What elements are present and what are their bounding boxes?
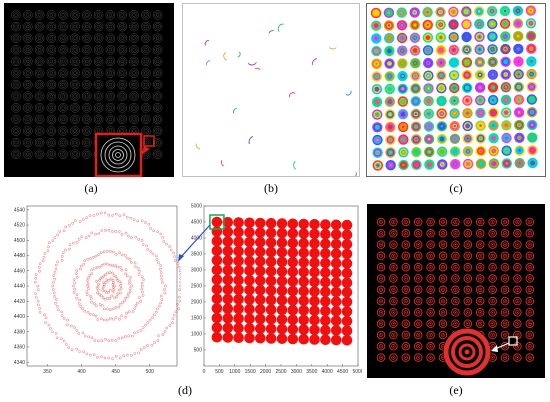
- y-tick-label: 4500: [14, 238, 25, 244]
- source-marker-box: [508, 336, 518, 346]
- y-tick-label: 4380: [14, 329, 25, 335]
- y-tick-label: 1000: [191, 332, 202, 338]
- red-ring-target-grid: [376, 217, 535, 362]
- x-tick-label: 1500: [245, 369, 256, 375]
- red-dot-grid: [211, 216, 353, 346]
- x-tick-label: 350: [43, 369, 52, 375]
- x-tick-label: 4500: [337, 369, 348, 375]
- x-tick-label: 500: [215, 369, 224, 375]
- x-tick-label: 3000: [291, 369, 302, 375]
- x-tick-label: 400: [77, 369, 86, 375]
- x-tick-label: 2500: [275, 369, 286, 375]
- white-arrow-icon: [491, 342, 510, 352]
- x-tick-label: 4000: [322, 369, 333, 375]
- y-tick-label: 4000: [191, 236, 202, 242]
- y-tick-label: 5000: [191, 204, 202, 210]
- y-tick-label: 4400: [14, 314, 25, 320]
- y-tick-label: 2000: [191, 300, 202, 306]
- blue-arrow-icon: [178, 224, 211, 262]
- panel-b-canvas: [195, 23, 357, 176]
- panel-a-canvas: [4, 3, 174, 177]
- y-tick-label: 4500: [191, 220, 202, 226]
- zoom-inset: [443, 328, 491, 376]
- x-tick-label: 0: [203, 369, 206, 375]
- selected-dot-marker: [209, 214, 225, 230]
- plot-area: [26, 205, 178, 367]
- caption-c: (c): [449, 181, 463, 195]
- panel-e-canvas: [367, 204, 545, 378]
- panel-e-image: [367, 204, 545, 378]
- x-tick-label: 5000: [352, 369, 362, 375]
- y-tick-label: 1500: [191, 316, 202, 322]
- y-tick-label: 3000: [191, 268, 202, 274]
- ring-target-grid: [11, 10, 163, 159]
- y-tick-label: 4420: [14, 299, 25, 305]
- y-tick-label: 4360: [14, 345, 25, 351]
- y-tick-label: 4480: [14, 253, 25, 259]
- x-tick-label: 2000: [260, 369, 271, 375]
- panel-c-image: [366, 3, 546, 177]
- caption-e: (e): [449, 383, 463, 397]
- y-tick-label: 4460: [14, 268, 25, 274]
- red-triangle-pointer-icon: [141, 146, 150, 155]
- caption-a: (a): [84, 181, 98, 195]
- panel-a-image: [4, 3, 174, 177]
- arc-fragments: [195, 23, 357, 176]
- y-tick-label: 500: [194, 348, 203, 354]
- caption-b: (b): [264, 181, 278, 195]
- panel-d-right-canvas: 0 500 1000 1500 2000 2500 3000 3500 4000 4500 5000…: [178, 204, 362, 375]
- y-tick-label: 4520: [14, 223, 25, 229]
- panel-d-left-plot: 350 400 450 500 4540 4520 4500 4480 4460 4440 4420…: [3, 200, 181, 380]
- panel-c-canvas: [370, 5, 538, 171]
- zoom-inset: [94, 132, 143, 177]
- x-tick-label: 500: [146, 369, 155, 375]
- y-tick-label: 4440: [14, 284, 25, 290]
- x-tick-label: 450: [111, 369, 120, 375]
- y-tick-label: 4540: [14, 208, 25, 214]
- x-tick-label: 1000: [229, 369, 240, 375]
- y-tick-label: 3500: [191, 252, 202, 258]
- x-tick-label: 3500: [306, 369, 317, 375]
- y-tick-label: 2500: [191, 284, 202, 290]
- panel-b-image: [182, 3, 360, 177]
- panel-d-left-canvas: 350 400 450 500 4540 4520 4500 4480 4460 4440 4420…: [14, 205, 181, 375]
- ring-point-markers: [34, 211, 181, 360]
- y-tick-label: 4340: [14, 360, 25, 366]
- panel-d-right-plot: 0 500 1000 1500 2000 2500 3000 3500 4000 4500 5000…: [178, 200, 362, 380]
- caption-d: (d): [178, 383, 192, 397]
- source-marker-box: [143, 135, 155, 147]
- color-circle-grid: [370, 5, 538, 171]
